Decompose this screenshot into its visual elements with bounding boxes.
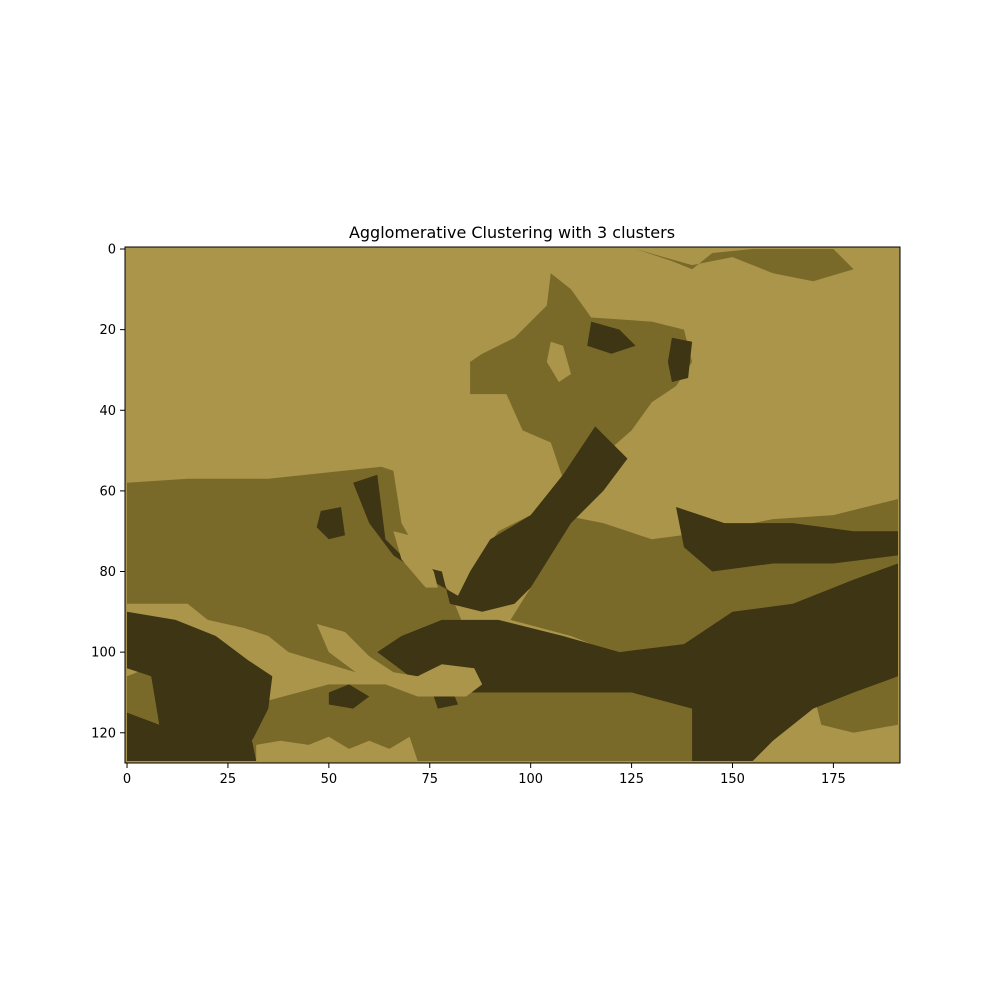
y-tick-label: 40: [99, 404, 116, 419]
cluster-region-1: [470, 273, 693, 572]
plot-frame: [124, 246, 901, 764]
y-axis: 0 20 40 60 80 100 120: [91, 243, 125, 741]
y-tick-label: 60: [99, 484, 116, 499]
cluster-region-19: [256, 736, 418, 761]
chart-title: Agglomerative Clustering with 3 clusters: [349, 223, 675, 242]
cluster-region-9: [377, 563, 898, 761]
x-tick-label: 150: [720, 772, 745, 787]
cluster-region-12: [667, 337, 693, 382]
x-tick-label: 100: [518, 772, 543, 787]
y-tick-label: 80: [99, 565, 116, 580]
cluster-region-17: [393, 531, 438, 588]
cluster-regions: [127, 249, 898, 761]
cluster-region-18: [316, 623, 483, 697]
y-tick-label: 120: [91, 726, 116, 741]
x-tick-label: 75: [421, 772, 438, 787]
cluster-region-2: [635, 249, 854, 282]
x-tick-label: 25: [220, 772, 237, 787]
x-tick-label: 50: [321, 772, 338, 787]
cluster-region-14: [328, 684, 370, 709]
x-tick-label: 0: [123, 772, 131, 787]
cluster-region-11: [587, 321, 636, 354]
y-tick-label: 0: [108, 243, 116, 258]
x-tick-label: 125: [619, 772, 644, 787]
cluster-region-13: [316, 507, 345, 540]
y-tick-label: 20: [99, 323, 116, 338]
cluster-region-10: [676, 507, 898, 572]
plot-area: [125, 247, 900, 763]
x-axis: 0 25 50 75 100 125 150 175: [123, 763, 846, 787]
cluster-region-8: [353, 426, 628, 612]
cluster-region-7: [127, 611, 273, 761]
cluster-region-16: [546, 341, 571, 382]
x-tick-label: 175: [821, 772, 846, 787]
y-tick-label: 100: [91, 646, 116, 661]
